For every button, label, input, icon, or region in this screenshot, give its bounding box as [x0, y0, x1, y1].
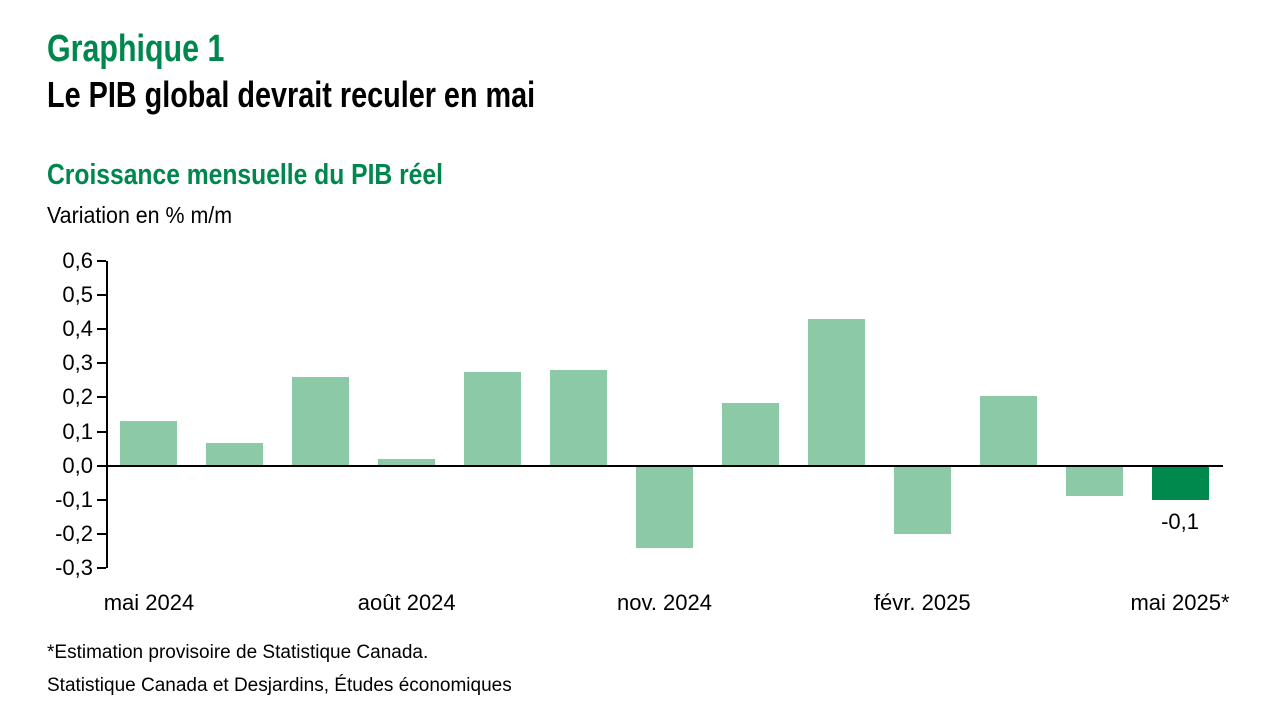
bar — [979, 395, 1037, 466]
y-axis-tick-label: -0,2 — [55, 520, 93, 546]
bar — [893, 465, 951, 534]
chart-source: Statistique Canada et Desjardins, Études… — [47, 675, 512, 696]
bar — [120, 421, 178, 466]
bar — [636, 465, 693, 548]
y-axis-tick-label: -0,1 — [55, 486, 93, 512]
bar-value-label: -0,1 — [1161, 508, 1199, 534]
y-axis-tick — [97, 362, 106, 365]
bar — [721, 402, 779, 466]
bar — [1151, 465, 1209, 500]
y-axis-tick-label: 0,4 — [62, 316, 93, 342]
zero-baseline — [106, 464, 1223, 467]
y-axis-tick-label: -0,3 — [55, 555, 93, 580]
bar — [378, 458, 436, 466]
bar — [550, 370, 608, 466]
y-axis-tick — [97, 294, 106, 297]
chart-units-label: Variation en % m/m — [47, 202, 233, 228]
y-axis-tick — [97, 328, 106, 331]
y-axis-tick — [97, 532, 106, 535]
y-axis-tick-label: 0,1 — [62, 418, 93, 444]
y-axis-tick-label: 0,5 — [62, 282, 93, 308]
y-axis-tick — [97, 396, 106, 399]
bar — [206, 443, 264, 466]
bar — [464, 371, 522, 466]
y-axis-tick-label: 0,2 — [62, 384, 93, 410]
x-axis-tick-label: nov. 2024 — [616, 590, 712, 615]
chart-kicker: Graphique 1 — [47, 28, 225, 70]
page-title: Le PIB global devrait reculer en mai — [47, 74, 536, 115]
y-axis-line — [106, 261, 108, 568]
x-axis-tick-label: mai 2024 — [103, 590, 195, 615]
x-axis-tick-label: févr. 2025 — [873, 590, 971, 615]
y-axis-tick — [97, 464, 106, 467]
y-axis-tick — [97, 498, 106, 501]
y-axis-tick-label: 0,3 — [62, 350, 93, 376]
y-axis-tick-label: 0,6 — [62, 248, 93, 273]
x-axis-tick-label: août 2024 — [357, 590, 456, 615]
y-axis-tick — [97, 430, 106, 433]
bar — [292, 376, 350, 466]
x-axis-tick-label: mai 2025* — [1130, 590, 1230, 615]
bar — [807, 318, 865, 466]
chart-footnote: *Estimation provisoire de Statistique Ca… — [47, 642, 429, 663]
bar — [1065, 465, 1123, 497]
y-axis-tick — [97, 260, 106, 262]
y-axis-tick — [97, 567, 106, 569]
y-axis-tick-label: 0,0 — [62, 452, 93, 478]
chart-title: Croissance mensuelle du PIB réel — [47, 159, 443, 191]
